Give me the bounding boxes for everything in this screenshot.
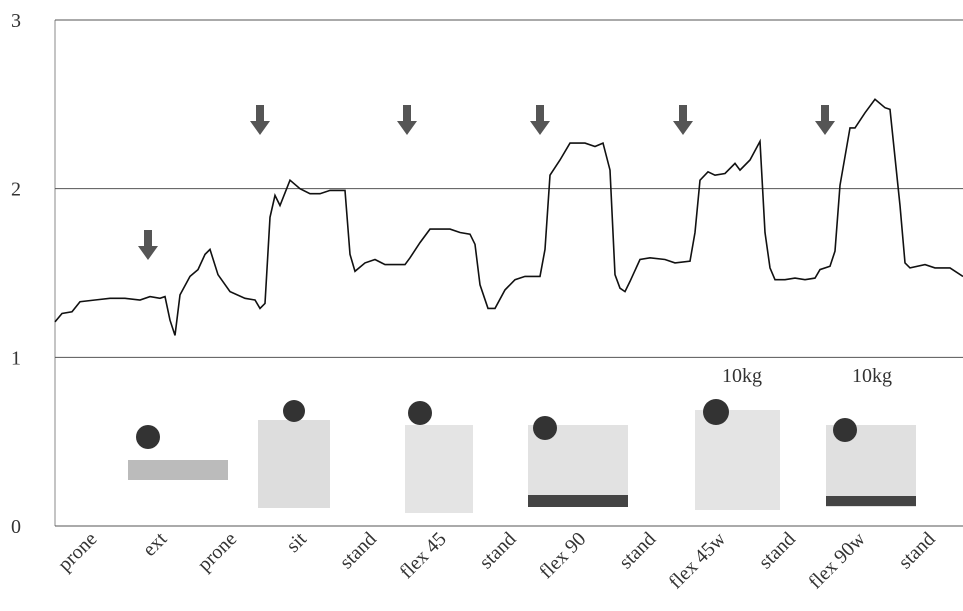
x-tick-label: stand xyxy=(755,528,800,573)
data-line xyxy=(55,99,963,335)
x-tick-label: flex 45 xyxy=(395,528,450,583)
x-tick-label: stand xyxy=(335,528,380,573)
page: {"chart_data": {"type": "line", "categor… xyxy=(0,0,963,611)
annotation: 10kg xyxy=(722,365,762,387)
y-tick-label: 0 xyxy=(11,516,21,538)
chart: 10kg 10kg 0123proneextpronesitstandflex … xyxy=(0,0,963,611)
x-tick-label: stand xyxy=(894,528,939,573)
y-tick-label: 1 xyxy=(11,347,21,369)
y-tick-label: 3 xyxy=(11,10,21,32)
annotation: 10kg xyxy=(852,365,892,387)
arrows xyxy=(138,105,835,260)
x-tick-label: prone xyxy=(54,528,102,576)
y-tick-label: 2 xyxy=(11,179,21,201)
x-tick-label: ext xyxy=(138,528,171,561)
x-tick-label: flex 45w xyxy=(665,528,731,594)
x-tick-label: prone xyxy=(193,528,241,576)
x-tick-label: stand xyxy=(475,528,520,573)
x-tick-label: flex 90 xyxy=(535,528,590,583)
photos xyxy=(128,399,916,513)
x-tick-label: stand xyxy=(615,528,660,573)
x-tick-label: sit xyxy=(282,528,311,557)
x-tick-label: flex 90w xyxy=(804,528,870,594)
